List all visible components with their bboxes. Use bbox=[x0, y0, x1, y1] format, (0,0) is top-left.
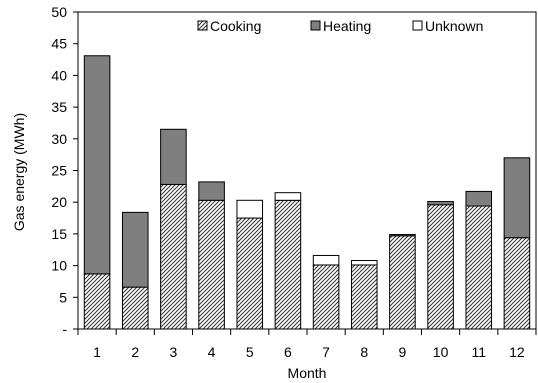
x-tick-label: 6 bbox=[284, 344, 292, 360]
x-tick-label: 5 bbox=[246, 344, 254, 360]
bar-cooking-9 bbox=[389, 235, 416, 330]
y-tick-label: 25 bbox=[51, 163, 67, 179]
bar-cooking-2 bbox=[121, 286, 149, 330]
legend-label-heating: Heating bbox=[323, 18, 371, 34]
x-tick-label: 7 bbox=[322, 344, 330, 360]
x-tick-label: 12 bbox=[509, 344, 525, 360]
bar-heating-11 bbox=[465, 190, 493, 207]
y-tick-label: 30 bbox=[51, 131, 67, 147]
y-tick-label: 40 bbox=[51, 67, 67, 83]
x-axis-title: Month bbox=[288, 365, 327, 381]
legend-swatch-unknown bbox=[412, 20, 423, 31]
bar-unknown-6 bbox=[274, 192, 302, 201]
bar-cooking-6 bbox=[274, 199, 302, 330]
bar-cooking-3 bbox=[160, 183, 187, 330]
y-tick-label: - bbox=[62, 321, 67, 337]
y-tick-label: 10 bbox=[51, 258, 67, 274]
bar-heating-9 bbox=[389, 234, 416, 237]
legend-label-cooking: Cooking bbox=[210, 18, 261, 34]
bar-heating-10 bbox=[427, 201, 454, 206]
x-tick-label: 4 bbox=[208, 344, 216, 360]
bars-group bbox=[83, 55, 531, 330]
x-tick-label: 10 bbox=[433, 344, 449, 360]
bar-heating-2 bbox=[121, 211, 149, 288]
x-tick-label: 11 bbox=[471, 344, 486, 360]
bar-cooking-12 bbox=[503, 237, 531, 330]
bar-cooking-1 bbox=[83, 273, 111, 330]
legend-label-unknown: Unknown bbox=[425, 18, 483, 34]
x-tick-label: 9 bbox=[399, 344, 407, 360]
y-axis-title: Gas energy (MWh) bbox=[11, 113, 27, 231]
bar-unknown-8 bbox=[350, 260, 378, 266]
x-tick-label: 2 bbox=[131, 344, 139, 360]
bar-cooking-11 bbox=[465, 205, 493, 330]
x-tick-label: 1 bbox=[93, 344, 101, 360]
legend-swatch-cooking bbox=[197, 20, 208, 31]
bar-unknown-7 bbox=[312, 254, 340, 266]
y-tick-label: 15 bbox=[51, 226, 67, 242]
bar-cooking-7 bbox=[312, 264, 340, 330]
bar-heating-4 bbox=[198, 181, 225, 201]
bar-cooking-4 bbox=[198, 199, 225, 330]
bar-unknown-5 bbox=[236, 199, 264, 219]
bar-heating-1 bbox=[83, 55, 111, 275]
bar-heating-3 bbox=[160, 128, 187, 185]
y-tick-label: 35 bbox=[51, 99, 67, 115]
bar-heating-12 bbox=[503, 157, 531, 239]
bar-cooking-10 bbox=[427, 204, 454, 330]
legend-swatch-heating bbox=[310, 20, 321, 31]
x-tick-label: 3 bbox=[170, 344, 178, 360]
y-tick-label: 5 bbox=[59, 289, 67, 305]
y-tick-label: 20 bbox=[51, 194, 67, 210]
x-tick-label: 8 bbox=[360, 344, 368, 360]
bar-cooking-5 bbox=[236, 217, 264, 330]
legend: Cooking Heating Unknown bbox=[197, 18, 483, 34]
y-tick-label: 50 bbox=[51, 4, 67, 20]
bar-cooking-8 bbox=[350, 264, 378, 330]
y-tick-label: 45 bbox=[51, 36, 67, 52]
